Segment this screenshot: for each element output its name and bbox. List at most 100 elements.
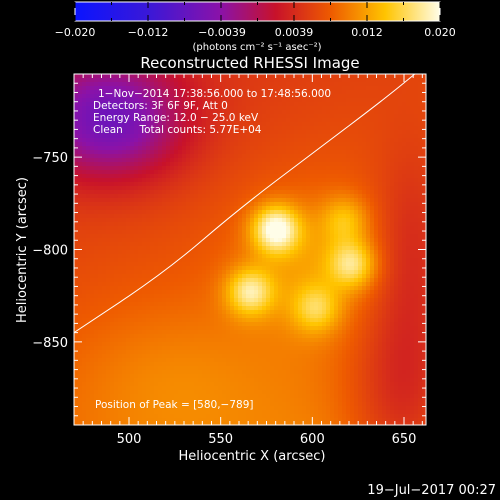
heatmap-cell [146,266,151,271]
heatmap-cell [222,110,227,115]
heatmap-cell [122,94,127,99]
heatmap-cell [350,154,355,159]
heatmap-cell [198,146,203,151]
heatmap-cell [286,74,291,79]
heatmap-cell [162,258,167,263]
heatmap-cell [74,282,79,287]
heatmap-cell [90,162,95,167]
heatmap-cell [386,262,391,267]
heatmap-cell [210,98,215,103]
heatmap-cell [390,130,395,135]
heatmap-cell [146,90,151,95]
heatmap-cell [122,170,127,175]
heatmap-cell [214,114,219,119]
heatmap-cell [150,178,155,183]
heatmap-cell [94,206,99,211]
heatmap-cell [410,234,415,239]
heatmap-cell [126,262,131,267]
heatmap-cell [330,142,335,147]
heatmap-cell [250,82,255,87]
heatmap-cell [366,210,371,215]
heatmap-cell [110,286,115,291]
heatmap-cell [394,270,399,275]
heatmap-cell [274,82,279,87]
heatmap-cell [162,78,167,83]
heatmap-cell [182,298,187,303]
heatmap-cell [82,170,87,175]
heatmap-cell [138,138,143,143]
heatmap-cell [310,142,315,147]
heatmap-cell [390,286,395,291]
heatmap-cell [326,162,331,167]
heatmap-cell [78,150,83,155]
heatmap-cell [402,262,407,267]
heatmap-cell [374,278,379,283]
heatmap-cell [242,226,247,231]
heatmap-cell [206,138,211,143]
heatmap-cell [166,198,171,203]
heatmap-cell [174,154,179,159]
heatmap-cell [242,110,247,115]
heatmap-cell [394,74,399,79]
heatmap-cell [274,218,279,223]
heatmap-cell [246,258,251,263]
heatmap-cell [98,198,103,203]
heatmap-cell [390,182,395,187]
heatmap-cell [334,126,339,131]
heatmap-cell [318,102,323,107]
heatmap-cell [346,126,351,131]
heatmap-cell [122,162,127,167]
heatmap-cell [346,106,351,111]
heatmap-cell [318,234,323,239]
heatmap-cell [102,78,107,83]
heatmap-cell [382,102,387,107]
heatmap-cell [194,190,199,195]
heatmap-cell [350,186,355,191]
heatmap-cell [290,98,295,103]
heatmap-cell [390,142,395,147]
heatmap-cell [234,94,239,99]
heatmap-cell [282,282,287,287]
heatmap-cell [342,174,347,179]
heatmap-cell [354,122,359,127]
heatmap-cell [222,106,227,111]
heatmap-cell [214,250,219,255]
heatmap-cell [354,154,359,159]
heatmap-cell [178,170,183,175]
heatmap-cell [414,274,419,279]
heatmap-cell [394,250,399,255]
heatmap-cell [150,198,155,203]
heatmap-cell [310,230,315,235]
heatmap-cell [174,198,179,203]
heatmap-cell [238,194,243,199]
heatmap-cell [422,106,426,111]
heatmap-cell [414,190,419,195]
heatmap-cell [218,94,223,99]
heatmap-cell [82,102,87,107]
heatmap-cell [342,94,347,99]
heatmap-cell [122,294,127,299]
heatmap-cell [110,102,115,107]
heatmap-cell [138,226,143,231]
heatmap-cell [230,166,235,171]
chart-title: Reconstructed RHESSI Image [140,54,359,72]
heatmap-cell [218,194,223,199]
heatmap-cell [350,234,355,239]
heatmap-cell [178,138,183,143]
heatmap-cell [106,174,111,179]
heatmap-cell [122,270,127,275]
heatmap-cell [318,150,323,155]
heatmap-cell [370,154,375,159]
heatmap-cell [126,254,131,259]
heatmap-cell [174,294,179,299]
heatmap-cell [298,258,303,263]
heatmap-cell [406,90,411,95]
heatmap-cell [298,178,303,183]
heatmap-cell [390,98,395,103]
heatmap-cell [102,202,107,207]
heatmap-cell [314,210,319,215]
heatmap-cell [346,278,351,283]
heatmap-cell [278,266,283,271]
heatmap-cell [366,282,371,287]
heatmap-cell [126,178,131,183]
